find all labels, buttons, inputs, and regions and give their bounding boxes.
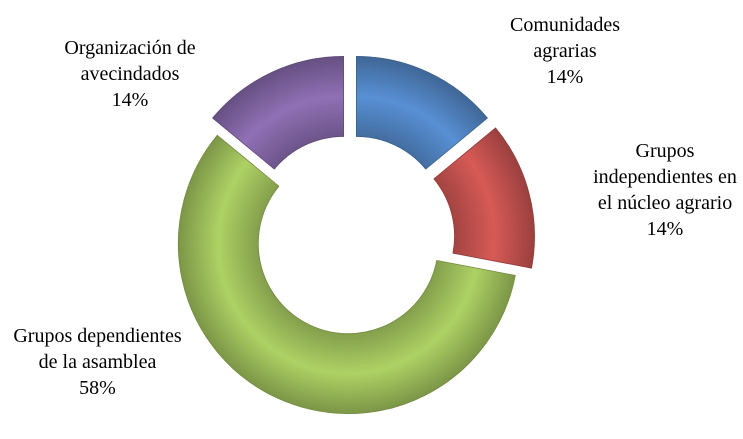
category-label: Comunidades agrarias (510, 14, 620, 62)
donut-segment (355, 56, 488, 170)
value-label: 58% (79, 377, 116, 399)
category-label: Grupos dependientes de la asamblea (13, 325, 182, 373)
value-label: 14% (546, 66, 584, 88)
value-label: 14% (646, 218, 684, 240)
donut-segment (177, 134, 516, 415)
category-label: Grupos independientes en el núcleo agrar… (593, 140, 737, 214)
category-label: Organización de avecindados (64, 37, 196, 85)
data-label: Comunidades agrarias 14% (490, 12, 640, 90)
donut-segment (433, 127, 535, 269)
data-label: Grupos independientes en el núcleo agrar… (585, 138, 743, 242)
data-label: Organización de avecindados 14% (25, 35, 235, 113)
value-label: 14% (111, 89, 149, 111)
donut-segment (212, 56, 345, 170)
data-label: Grupos dependientes de la asamblea 58% (10, 323, 185, 401)
